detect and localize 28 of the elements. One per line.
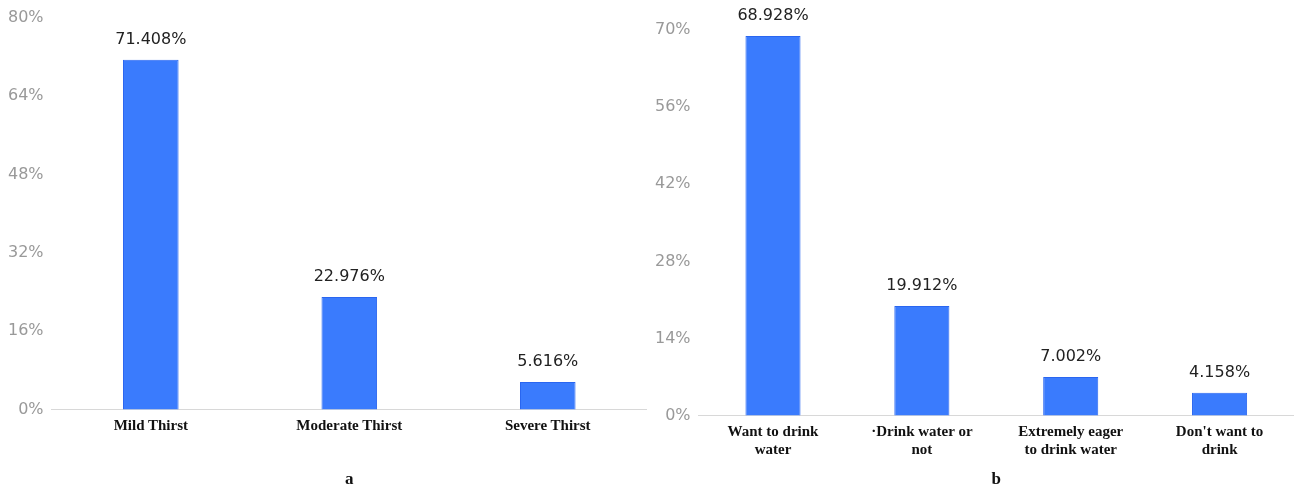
y-tick-label: 14% [655,327,691,347]
y-tick-label: 0% [665,404,691,424]
y-tick-label: 0% [18,398,44,418]
y-tick-label: 70% [655,19,691,39]
y-tick-label: 16% [8,320,44,340]
y-tick-label: 32% [8,241,44,261]
data-label: 4.158% [1189,361,1251,381]
y-tick-label: 64% [8,85,44,105]
data-label: 5.616% [517,351,579,371]
y-tick-label: 80% [8,6,44,26]
x-tick-label: Don't want to drink [1175,423,1264,458]
x-tick-label: Severe Thirst [504,417,591,434]
data-label: 71.408% [115,28,187,48]
data-label: 19.912% [886,275,958,295]
y-tick-label: 28% [655,250,691,270]
x-tick-label: Mild Thirst [113,417,188,434]
y-tick-label: 48% [8,163,44,183]
x-tick-label: Want to drink water [727,423,820,458]
y-tick-label: 56% [655,96,691,116]
data-label: 68.928% [737,5,809,25]
data-label: 22.976% [313,266,385,286]
x-tick-label: ·Drink water or not [871,423,973,458]
data-label: 7.002% [1040,346,1102,366]
x-axis-title: b [991,469,1002,489]
x-axis-title: a [345,469,355,489]
y-tick-label: 42% [655,173,691,193]
x-tick-label: Extremely eager to drink water [1018,423,1124,458]
x-tick-label: Moderate Thirst [296,417,403,434]
